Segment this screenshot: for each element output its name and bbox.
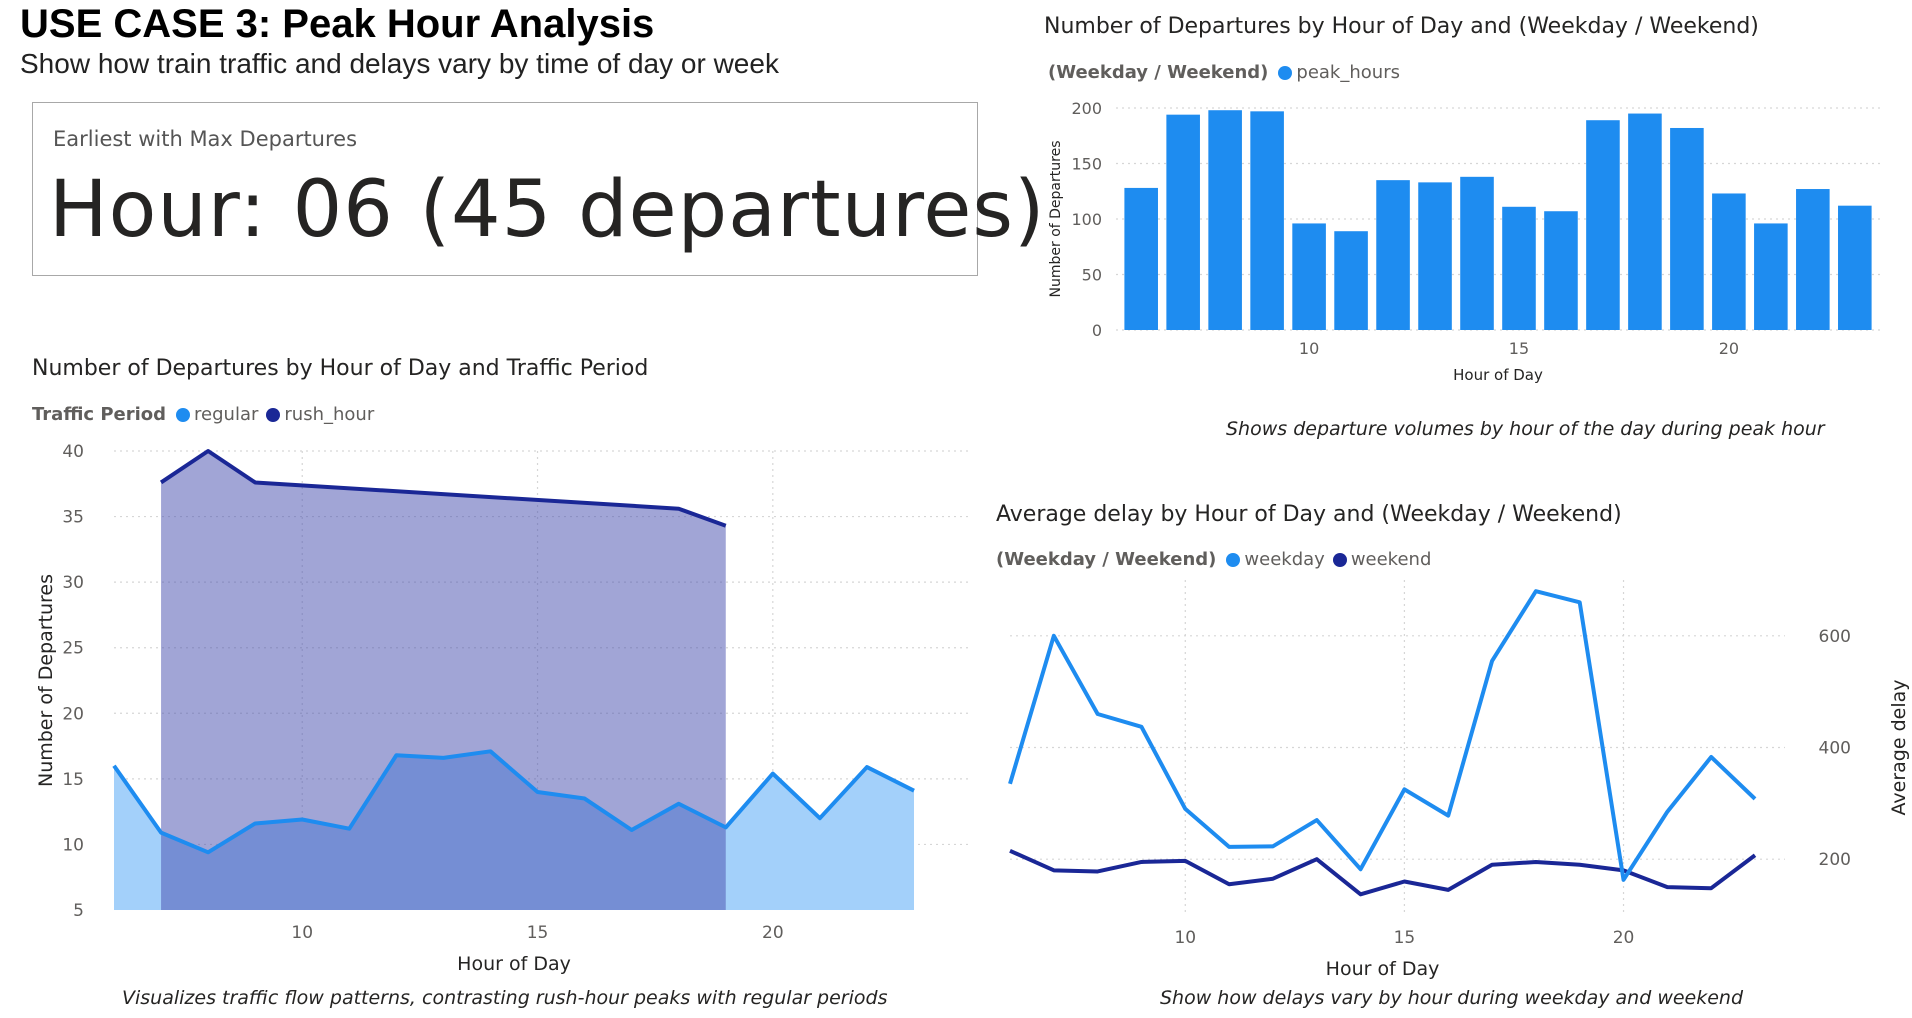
weekend-line [1009, 848, 1757, 897]
line-legend-title: (Weekday / Weekend) [996, 549, 1217, 570]
legend-dot [1278, 65, 1293, 80]
y-tick-label: 40 [62, 442, 84, 462]
bar [1376, 180, 1410, 330]
kpi-label: Earliest with Max Departures [53, 127, 358, 151]
x-axis-label: Hour of Day [1453, 366, 1543, 384]
y-tick-label: 10 [62, 835, 84, 855]
line-chart-title: Average delay by Hour of Day and (Weekda… [996, 502, 1622, 527]
bar [1796, 189, 1830, 330]
legend-label: peak_hours [1296, 62, 1400, 83]
x-tick-label: 15 [1394, 928, 1416, 948]
x-tick-label: 10 [291, 923, 313, 943]
area-chart-caption: Visualizes traffic flow patterns, contra… [122, 987, 888, 1009]
y-axis-label: Number of Departures [1048, 141, 1064, 298]
x-tick-label: 20 [1719, 339, 1739, 358]
y-tick-label: 600 [1819, 627, 1851, 647]
bar [1670, 127, 1704, 330]
y-tick-label: 100 [1071, 210, 1102, 229]
regular-line [112, 749, 915, 855]
bar [1166, 114, 1200, 330]
x-tick-label: 15 [527, 923, 549, 943]
bar [1334, 231, 1368, 330]
y-axis-label: Average delay [1888, 680, 1910, 816]
legend-dot [1226, 552, 1241, 567]
legend-dot [1332, 552, 1347, 567]
legend-label: weekend [1350, 549, 1432, 570]
line-chart-caption: Show how delays vary by hour during week… [1160, 987, 1744, 1009]
x-tick-label: 20 [762, 923, 784, 943]
y-tick-label: 25 [62, 639, 84, 659]
line-chart[interactable]: 200 400 600 10 15 20 Hour of Day Average delay [990, 580, 1910, 980]
area-legend-title: Traffic Period [32, 404, 167, 425]
x-tick-label: 10 [1299, 339, 1319, 358]
bar-chart-legend[interactable]: (Weekday / Weekend) peak_hours [1048, 62, 1408, 83]
page-title: USE CASE 3: Peak Hour Analysis [20, 2, 655, 46]
bar [1460, 176, 1494, 330]
x-tick-label: 20 [1613, 928, 1635, 948]
y-tick-label: 20 [62, 704, 84, 724]
legend-dot [176, 407, 191, 422]
bar [1754, 223, 1788, 330]
y-tick-label: 50 [1082, 266, 1102, 285]
legend-item-weekend[interactable]: weekend [1332, 549, 1432, 570]
y-tick-label: 200 [1071, 99, 1102, 118]
bar [1586, 120, 1620, 331]
x-tick-label: 10 [1174, 928, 1196, 948]
y-tick-label: 30 [62, 573, 84, 593]
bar-chart[interactable]: 0 50 100 150 200 10 15 20 Hour of Day Number of D… [1030, 90, 1900, 390]
y-tick-label: 35 [62, 508, 84, 528]
legend-label: regular [194, 404, 259, 425]
kpi-card[interactable]: Earliest with Max Departures Hour: 06 (4… [32, 102, 1044, 276]
y-tick-label: 200 [1819, 850, 1851, 870]
bar [1124, 187, 1158, 330]
page-subtitle: Show how train traffic and delays vary b… [20, 48, 779, 79]
legend-item-peak-hours[interactable]: peak_hours [1278, 62, 1400, 83]
x-axis-label: Hour of Day [1326, 958, 1440, 980]
legend-item-regular[interactable]: regular [176, 404, 258, 425]
kpi-value: Hour: 06 (45 departures) [49, 165, 1046, 255]
y-tick-label: 150 [1071, 155, 1102, 174]
bar-chart-title: Number of Departures by Hour of Day and … [1044, 14, 1759, 39]
bar-legend-title: (Weekday / Weekend) [1048, 62, 1269, 83]
x-axis-label: Hour of Day [457, 953, 571, 975]
area-chart-title: Number of Departures by Hour of Day and … [32, 356, 649, 381]
legend-item-rush-hour[interactable]: rush_hour [266, 404, 374, 425]
y-axis-label: Number of Departures [35, 574, 57, 787]
area-chart-legend[interactable]: Traffic Period regular rush_hour [32, 404, 382, 425]
bar [1502, 206, 1536, 330]
legend-label: rush_hour [284, 404, 375, 425]
y-tick-label: 5 [73, 901, 84, 921]
y-tick-label: 15 [62, 770, 84, 790]
y-tick-label: 400 [1819, 739, 1851, 759]
bar [1712, 193, 1746, 330]
x-tick-label: 15 [1509, 339, 1529, 358]
bar [1250, 111, 1284, 330]
bar [1208, 110, 1242, 330]
legend-item-weekday[interactable]: weekday [1226, 549, 1325, 570]
bar [1544, 211, 1578, 330]
rush-hour-area [161, 451, 726, 910]
bar [1418, 182, 1452, 330]
area-chart[interactable]: 5 10 15 20 25 30 35 40 10 15 20 Hour of Day Number o… [28, 435, 968, 975]
legend-label: weekday [1244, 549, 1325, 570]
line-chart-legend[interactable]: (Weekday / Weekend) weekday weekend [996, 549, 1439, 570]
bar [1838, 205, 1872, 330]
legend-dot [266, 407, 281, 422]
bar [1628, 113, 1662, 330]
bar [1292, 223, 1326, 330]
bar-chart-caption: Shows departure volumes by hour of the d… [1226, 418, 1825, 440]
rush-hour-line [159, 449, 727, 528]
y-tick-label: 0 [1092, 321, 1102, 340]
weekday-line [1008, 589, 1757, 882]
